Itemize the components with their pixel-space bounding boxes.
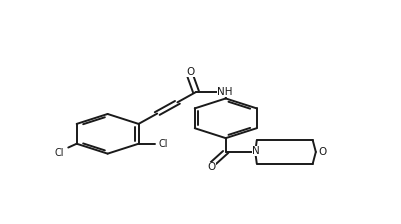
Text: NH: NH (217, 87, 233, 97)
Text: Cl: Cl (159, 139, 168, 149)
Text: O: O (318, 147, 327, 157)
Text: N: N (252, 146, 260, 156)
Text: Cl: Cl (54, 148, 64, 158)
Text: O: O (208, 162, 216, 172)
Text: O: O (186, 67, 194, 77)
